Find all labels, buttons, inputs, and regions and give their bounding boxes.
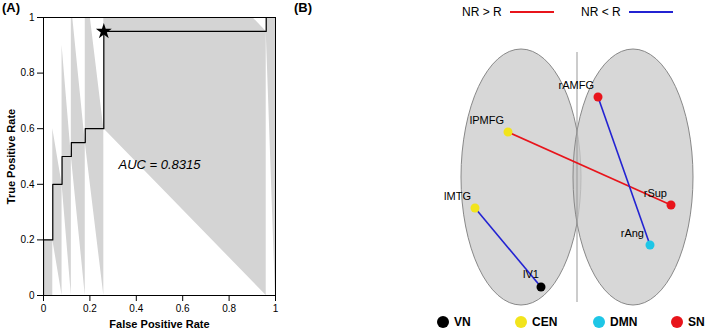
svg-text:lPMFG: lPMFG	[470, 114, 504, 126]
svg-text:0.2: 0.2	[21, 234, 35, 245]
svg-text:lV1: lV1	[523, 268, 539, 280]
svg-text:1: 1	[29, 12, 35, 23]
svg-text:0.8: 0.8	[21, 67, 35, 78]
html-text:(A): (A)	[2, 0, 20, 15]
svg-text:CEN: CEN	[532, 315, 557, 329]
svg-text:0.8: 0.8	[222, 303, 236, 314]
svg-text:VN: VN	[454, 315, 471, 329]
svg-text:rAng: rAng	[621, 227, 644, 239]
svg-text:1: 1	[273, 303, 279, 314]
svg-text:0.6: 0.6	[21, 123, 35, 134]
svg-text:True Positive Rate: True Positive Rate	[5, 109, 17, 204]
svg-text:rAMFG: rAMFG	[559, 79, 594, 91]
svg-text:DMN: DMN	[610, 315, 637, 329]
svg-text:SN: SN	[688, 315, 705, 329]
svg-text:lMTG: lMTG	[444, 190, 471, 202]
svg-text:0: 0	[41, 303, 47, 314]
svg-text:AUC = 0.8315: AUC = 0.8315	[117, 157, 201, 172]
svg-text:0.6: 0.6	[176, 303, 190, 314]
svg-text:False Positive Rate: False Positive Rate	[109, 318, 209, 330]
html-text:(B): (B)	[294, 0, 312, 15]
svg-text:0: 0	[29, 290, 35, 301]
svg-text:0.4: 0.4	[21, 179, 35, 190]
svg-text:rSup: rSup	[644, 187, 667, 199]
svg-text:0.4: 0.4	[129, 303, 143, 314]
svg-text:NR < R: NR < R	[581, 5, 621, 19]
svg-text:0.2: 0.2	[83, 303, 97, 314]
svg-text:NR > R: NR > R	[462, 5, 502, 19]
